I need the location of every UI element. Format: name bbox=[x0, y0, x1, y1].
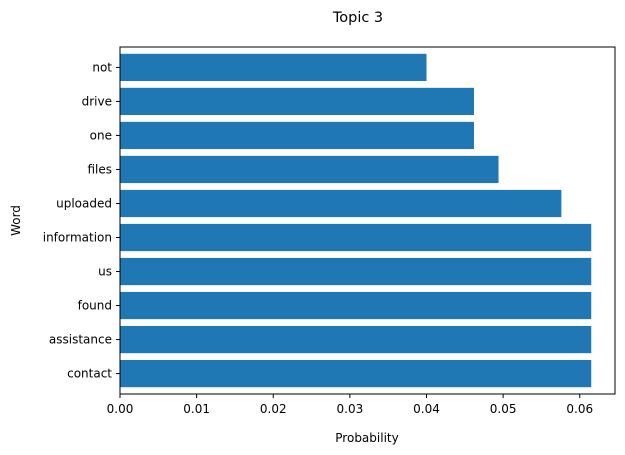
x-tick-label: 0.06 bbox=[566, 402, 593, 416]
bar-assistance bbox=[120, 325, 592, 354]
x-ticks-group: 0.00 0.01 0.02 0.03 0.04 0.05 0.06 bbox=[107, 394, 593, 416]
plot-frame bbox=[119, 46, 616, 395]
bar-one bbox=[120, 121, 475, 150]
y-tick-label: contact bbox=[67, 367, 112, 381]
y-tick-label: found bbox=[78, 299, 112, 313]
bar-uploaded bbox=[120, 189, 562, 218]
y-axis-title: Word bbox=[9, 205, 23, 236]
x-tick-label: 0.01 bbox=[183, 402, 210, 416]
bar-information bbox=[120, 223, 592, 252]
bar-us bbox=[120, 257, 592, 286]
y-tick-label: one bbox=[90, 128, 112, 142]
bars-group bbox=[120, 53, 592, 388]
y-ticks-group: contact assistance found us information uploa… bbox=[43, 60, 120, 381]
x-tick-label: 0.00 bbox=[107, 402, 134, 416]
y-tick-label: assistance bbox=[49, 333, 112, 347]
x-tick-label: 0.03 bbox=[337, 402, 364, 416]
y-tick-label: drive bbox=[82, 94, 112, 108]
bar-files bbox=[120, 155, 499, 184]
y-tick-label: us bbox=[98, 265, 112, 279]
y-tick-label: uploaded bbox=[56, 196, 112, 210]
y-tick-label: files bbox=[87, 162, 112, 176]
y-tick-label: information bbox=[43, 231, 112, 245]
bar-drive bbox=[120, 87, 475, 116]
chart-title: Topic 3 bbox=[332, 10, 383, 26]
y-tick-label: not bbox=[92, 60, 112, 74]
bar-contact bbox=[120, 359, 592, 388]
x-axis-title: Probability bbox=[335, 431, 398, 445]
bar-found bbox=[120, 291, 592, 320]
x-tick-label: 0.05 bbox=[490, 402, 517, 416]
x-tick-label: 0.04 bbox=[413, 402, 440, 416]
bar-not bbox=[120, 53, 427, 82]
x-tick-label: 0.02 bbox=[260, 402, 287, 416]
